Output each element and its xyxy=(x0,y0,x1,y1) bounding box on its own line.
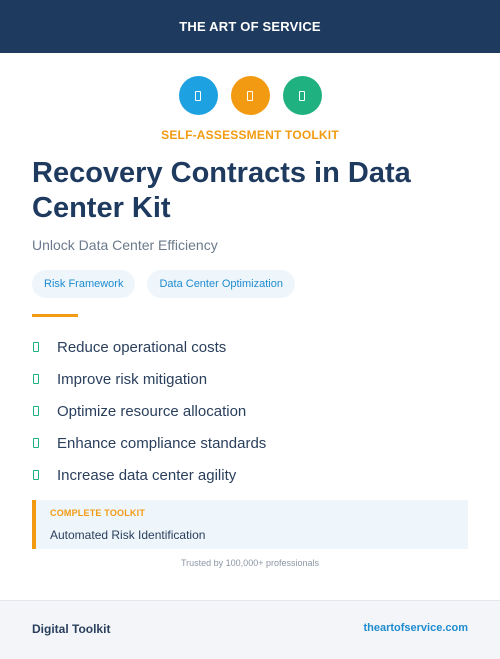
accent-divider xyxy=(32,314,78,317)
benefit-text: Reduce operational costs xyxy=(57,338,227,356)
footer-website-link[interactable]: theartofservice.com xyxy=(363,622,468,634)
icon-row xyxy=(0,76,500,115)
header-bar: THE ART OF SERVICE xyxy=(0,0,500,53)
check-icon xyxy=(33,374,39,384)
benefit-list: Reduce operational costs Improve risk mi… xyxy=(32,331,266,491)
benefit-item: Enhance compliance standards xyxy=(32,427,266,459)
benefit-item: Increase data center agility xyxy=(32,459,266,491)
check-icon xyxy=(33,438,39,448)
benefit-text: Optimize resource allocation xyxy=(57,402,247,420)
benefit-text: Improve risk mitigation xyxy=(57,370,208,388)
subtitle: Unlock Data Center Efficiency xyxy=(32,237,218,253)
trust-note: Trusted by 100,000+ professionals xyxy=(180,558,319,568)
check-icon xyxy=(33,342,39,352)
benefit-item: Improve risk mitigation xyxy=(32,363,266,395)
benefit-text: Enhance compliance standards xyxy=(57,434,267,452)
benefit-item: Optimize resource allocation xyxy=(32,395,266,427)
tag-data-center-optimization: Data Center Optimization xyxy=(147,270,295,298)
footer-product-type: Digital Toolkit xyxy=(32,622,111,636)
brand-name: THE ART OF SERVICE xyxy=(179,19,321,34)
benefit-text: Increase data center agility xyxy=(57,466,237,484)
kicker-label: SELF-ASSESSMENT TOOLKIT xyxy=(161,128,339,142)
category-icon-orange xyxy=(230,76,270,115)
footer: Digital Toolkit theartofservice.com xyxy=(0,600,500,659)
page-title: Recovery Contracts in Data Center Kit xyxy=(32,157,411,224)
placeholder-glyph-icon xyxy=(299,90,305,101)
benefit-item: Reduce operational costs xyxy=(32,331,266,363)
callout-label: COMPLETE TOOLKIT xyxy=(50,508,146,518)
toolkit-callout: COMPLETE TOOLKIT Automated Risk Identifi… xyxy=(32,500,468,549)
callout-value: Automated Risk Identification xyxy=(50,528,206,542)
check-icon xyxy=(33,406,39,416)
tag-list: Risk Framework Data Center Optimization xyxy=(32,270,295,298)
tag-risk-framework: Risk Framework xyxy=(32,270,136,298)
placeholder-glyph-icon xyxy=(247,90,253,101)
check-icon xyxy=(33,470,39,480)
placeholder-glyph-icon xyxy=(195,90,201,101)
category-icon-blue xyxy=(178,76,218,115)
category-icon-green xyxy=(282,76,322,115)
